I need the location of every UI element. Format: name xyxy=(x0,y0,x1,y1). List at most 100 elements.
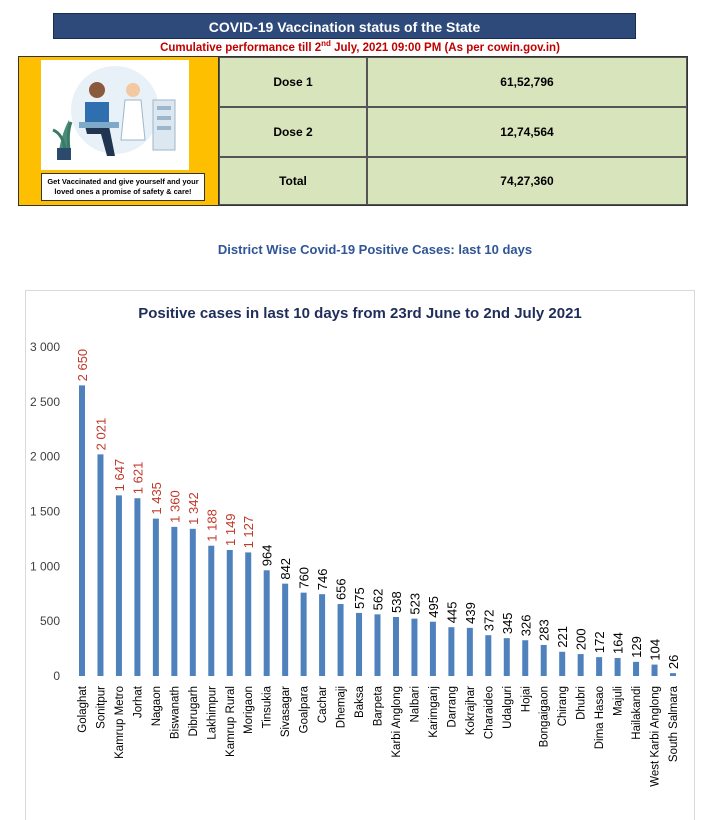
bar xyxy=(503,638,510,676)
bar xyxy=(633,661,640,676)
value-label: 760 xyxy=(297,567,312,589)
y-tick-label: 0 xyxy=(53,669,60,683)
value-label: 2 650 xyxy=(75,349,90,382)
vaccination-table: Get Vaccinated and give yourself and you… xyxy=(18,56,688,206)
value-label: 495 xyxy=(426,596,441,618)
x-tick-label: Golaghat xyxy=(77,685,89,732)
x-tick-label: Dibrugarh xyxy=(188,686,200,737)
bar xyxy=(245,552,252,676)
bar xyxy=(115,495,122,676)
x-tick-label: Nalbari xyxy=(409,686,421,722)
value-label: 26 xyxy=(666,655,681,669)
x-tick-label: Charaideo xyxy=(483,686,495,739)
value-label: 656 xyxy=(334,578,349,600)
subtitle-text: July, 2021 09:00 PM (As per cowin.gov.in… xyxy=(330,41,560,54)
value-label: 283 xyxy=(537,619,552,641)
x-tick-label: Karbi Anglong xyxy=(391,686,403,758)
value-label: 445 xyxy=(444,601,459,623)
value-label: 538 xyxy=(389,591,404,613)
value-label: 746 xyxy=(315,568,330,590)
value-label: 562 xyxy=(371,589,386,611)
value-label: 345 xyxy=(500,612,515,634)
value-label: 1 621 xyxy=(130,462,145,495)
bar xyxy=(189,528,196,676)
y-tick-label: 3 000 xyxy=(30,340,60,354)
x-tick-label: Tinsukia xyxy=(262,685,274,728)
x-tick-label: Majuli xyxy=(613,686,625,716)
chart-title: Positive cases in last 10 days from 23rd… xyxy=(138,305,582,322)
x-tick-label: Hailakandi xyxy=(631,686,643,740)
illustration xyxy=(41,60,189,170)
bar xyxy=(171,526,178,676)
value-label: 1 127 xyxy=(241,516,256,549)
value-label: 575 xyxy=(352,587,367,609)
value-label: 523 xyxy=(407,593,422,615)
value-label: 200 xyxy=(574,628,589,650)
x-tick-label: Lakhimpur xyxy=(206,686,218,740)
bar xyxy=(485,635,492,676)
x-tick-label: Dhemaji xyxy=(336,686,348,728)
y-tick-label: 500 xyxy=(40,614,60,628)
poster-caption: Get Vaccinated and give yourself and you… xyxy=(41,173,205,201)
bar xyxy=(392,616,399,676)
value-label: 1 188 xyxy=(204,509,219,542)
bar xyxy=(596,657,603,676)
value-label: 964 xyxy=(260,545,275,567)
x-tick-label: Udalguri xyxy=(502,686,514,729)
bar xyxy=(152,518,159,676)
value-label: 842 xyxy=(278,558,293,580)
bar xyxy=(319,594,326,676)
x-tick-label: Dima Hasao xyxy=(594,686,606,749)
value-label: 326 xyxy=(518,615,533,637)
x-tick-label: Chirang xyxy=(557,686,569,726)
y-tick-label: 2 500 xyxy=(30,395,60,409)
bar xyxy=(411,618,418,676)
bar xyxy=(97,454,104,676)
x-tick-label: Sivasagar xyxy=(280,686,292,737)
y-tick-label: 1 500 xyxy=(30,505,60,519)
value-label: 1 435 xyxy=(149,482,164,515)
bar xyxy=(374,614,381,676)
bar xyxy=(79,385,85,676)
x-tick-label: Kokrajhar xyxy=(465,686,477,735)
x-tick-label: Cachar xyxy=(317,686,329,723)
x-tick-label: Dhubri xyxy=(576,686,588,720)
bar xyxy=(670,673,676,676)
x-tick-label: Karimganj xyxy=(428,686,440,738)
value-label: 372 xyxy=(481,610,496,632)
value-label: 164 xyxy=(611,632,626,654)
value-label: 439 xyxy=(463,602,478,624)
section-title: District Wise Covid-19 Positive Cases: l… xyxy=(217,242,533,257)
value-label: 1 342 xyxy=(186,492,201,525)
x-tick-label: Kamrup Rural xyxy=(225,686,237,757)
bar xyxy=(337,604,344,676)
bar xyxy=(577,654,584,676)
x-tick-label: Biswanath xyxy=(169,686,181,739)
value-label: 221 xyxy=(555,626,570,648)
bar xyxy=(300,592,307,676)
bar xyxy=(466,627,473,676)
value-label: 129 xyxy=(629,636,644,658)
x-tick-label: Bongaigaon xyxy=(539,686,551,747)
x-tick-label: Darrang xyxy=(446,686,458,728)
bar xyxy=(448,627,455,676)
x-tick-label: Morigaon xyxy=(243,686,255,734)
table-cell: 12,74,564 xyxy=(367,107,687,157)
x-tick-label: Kamrup Metro xyxy=(114,686,126,759)
x-tick-label: Nagaon xyxy=(151,686,163,726)
table-cell: Total xyxy=(219,157,367,205)
value-label: 1 149 xyxy=(223,513,238,546)
bar xyxy=(263,570,270,676)
subtitle-sup: nd xyxy=(321,39,331,48)
x-tick-label: Hojai xyxy=(520,686,532,712)
bar xyxy=(651,664,658,676)
bar xyxy=(614,658,621,676)
x-tick-label: Jorhat xyxy=(132,685,144,718)
header-subtitle: Cumulative performance till 2nd July, 20… xyxy=(0,39,720,54)
bar xyxy=(559,651,566,676)
value-label: 2 021 xyxy=(93,418,108,451)
table-cell: Dose 2 xyxy=(219,107,367,157)
x-tick-label: Goalpara xyxy=(299,685,311,733)
